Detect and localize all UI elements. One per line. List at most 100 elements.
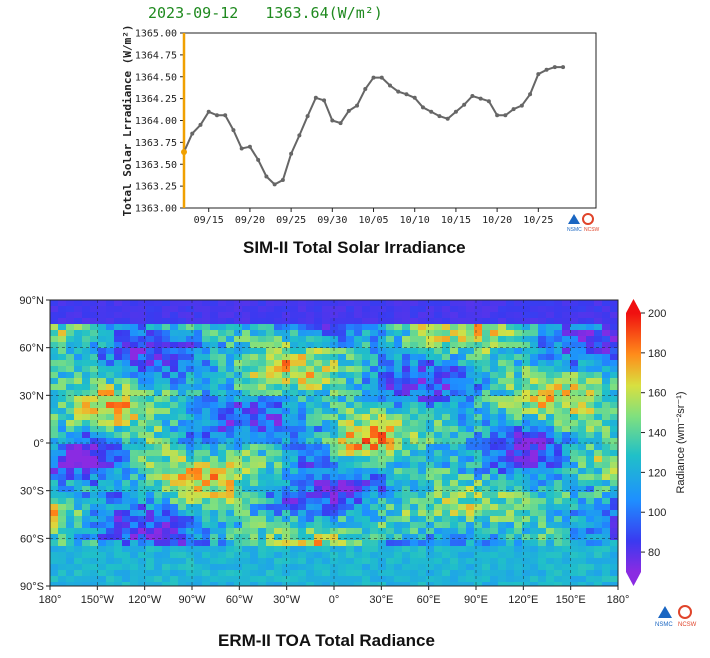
radiance-cell — [114, 516, 123, 523]
radiance-cell — [442, 300, 451, 307]
radiance-cell — [274, 444, 283, 451]
radiance-cell — [250, 528, 259, 535]
radiance-cell — [50, 348, 59, 355]
radiance-cell — [210, 306, 219, 313]
radiance-cell — [234, 456, 243, 463]
radiance-cell — [66, 414, 75, 421]
radiance-cell — [506, 582, 515, 586]
radiance-cell — [522, 552, 531, 559]
radiance-cell — [554, 366, 563, 373]
radiance-cell — [274, 486, 283, 493]
radiance-cell — [314, 318, 323, 325]
radiance-cell — [546, 396, 555, 403]
radiance-cell — [138, 510, 147, 517]
radiance-cell — [506, 486, 515, 493]
radiance-cell — [266, 498, 275, 505]
map-overlay — [50, 300, 618, 586]
radiance-cell — [442, 570, 451, 577]
radiance-cell — [274, 396, 283, 403]
radiance-cell — [386, 324, 395, 331]
radiance-cell — [226, 510, 235, 517]
radiance-cell — [106, 372, 115, 379]
radiance-cell — [522, 372, 531, 379]
radiance-cell — [466, 438, 475, 445]
radiance-cell — [298, 372, 307, 379]
radiance-cell — [402, 582, 411, 586]
radiance-cell — [458, 324, 467, 331]
radiance-cell — [426, 372, 435, 379]
radiance-cell — [546, 498, 555, 505]
radiance-cell — [122, 438, 131, 445]
radiance-cell — [106, 390, 115, 397]
radiance-cell — [250, 444, 259, 451]
radiance-cell — [554, 426, 563, 433]
radiance-cell — [146, 330, 155, 337]
radiance-cell — [258, 342, 267, 349]
radiance-cell — [114, 318, 123, 325]
radiance-cell — [410, 324, 419, 331]
radiance-cell — [226, 318, 235, 325]
radiance-cell — [530, 414, 539, 421]
radiance-cell — [594, 438, 603, 445]
radiance-cell — [266, 468, 275, 475]
radiance-cell — [130, 330, 139, 337]
radiance-cell — [610, 366, 618, 373]
radiance-cell — [458, 534, 467, 541]
tsi-x-tick-label: 10/10 — [400, 215, 430, 226]
radiance-cell — [338, 408, 347, 415]
radiance-cell — [482, 552, 491, 559]
radiance-cell — [482, 564, 491, 571]
radiance-cell — [106, 462, 115, 469]
radiance-cell — [202, 300, 211, 307]
radiance-cell — [450, 378, 459, 385]
radiance-cell — [586, 378, 595, 385]
radiance-cell — [362, 468, 371, 475]
radiance-cell — [162, 390, 171, 397]
radiance-cell — [578, 408, 587, 415]
radiance-cell — [490, 384, 499, 391]
radiance-cell — [306, 438, 315, 445]
radiance-cell — [394, 330, 403, 337]
radiance-cell — [330, 486, 339, 493]
radiance-cell — [138, 450, 147, 457]
radiance-cell — [266, 504, 275, 511]
radiance-cell — [482, 504, 491, 511]
radiance-cell — [306, 540, 315, 547]
radiance-cell — [362, 360, 371, 367]
radiance-cell — [410, 558, 419, 565]
radiance-cell — [82, 426, 91, 433]
radiance-cell — [226, 420, 235, 427]
radiance-cell — [514, 336, 523, 343]
radiance-cell — [234, 354, 243, 361]
radiance-cell — [242, 354, 251, 361]
radiance-cell — [578, 450, 587, 457]
radiance-cell — [370, 360, 379, 367]
radiance-cell — [338, 318, 347, 325]
radiance-cell — [290, 552, 299, 559]
radiance-cell — [98, 462, 107, 469]
radiance-cell — [562, 426, 571, 433]
radiance-cell — [346, 402, 355, 409]
radiance-cell — [218, 300, 227, 307]
radiance-cell — [530, 570, 539, 577]
radiance-cell — [538, 318, 547, 325]
radiance-cell — [498, 354, 507, 361]
radiance-cell — [378, 372, 387, 379]
radiance-cell — [538, 450, 547, 457]
radiance-cell — [98, 468, 107, 475]
radiance-cell — [402, 456, 411, 463]
radiance-cell — [266, 492, 275, 499]
radiance-cell — [450, 330, 459, 337]
radiance-cell — [306, 318, 315, 325]
radiance-cell — [514, 300, 523, 307]
radiance-cell — [58, 582, 67, 586]
radiance-cell — [514, 414, 523, 421]
radiance-cell — [298, 462, 307, 469]
radiance-cell — [282, 378, 291, 385]
radiance-cell — [290, 390, 299, 397]
radiance-cell — [418, 504, 427, 511]
radiance-cell — [538, 324, 547, 331]
radiance-cell — [154, 324, 163, 331]
radiance-cell — [410, 480, 419, 487]
radiance-cell — [250, 378, 259, 385]
